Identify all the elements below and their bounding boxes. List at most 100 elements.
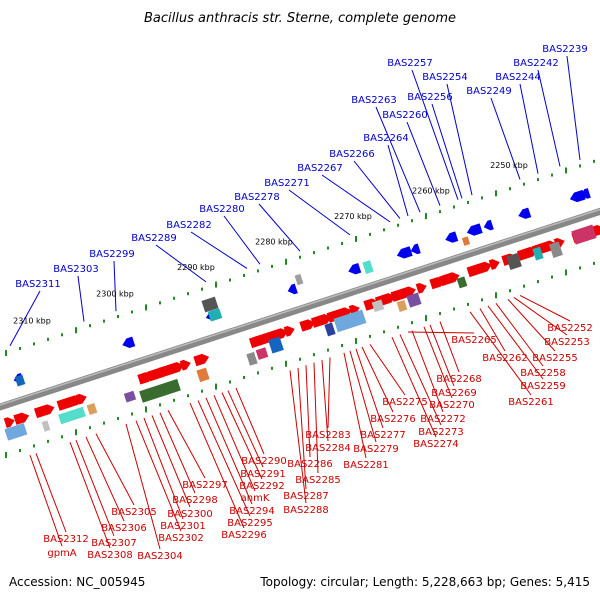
feature-block	[14, 374, 26, 387]
tick-mark-1	[355, 337, 357, 344]
bottom-connector-line	[189, 402, 245, 529]
gene-label-top: BAS2303	[53, 264, 99, 275]
tick-mark-1	[145, 406, 147, 413]
bottom-connector-line	[151, 415, 191, 508]
gene-label-bottom: BAS2259	[520, 381, 566, 392]
feature-block	[362, 260, 374, 274]
tick-mark-1	[327, 348, 329, 352]
feature-block	[255, 347, 269, 360]
top-connector-line	[321, 174, 391, 223]
tick-mark-0	[271, 264, 273, 268]
bottom-gene-arrow	[516, 246, 538, 261]
gene-label-top: BAS2263	[351, 95, 397, 106]
tick-mark-0	[341, 242, 343, 246]
top-connector-line	[431, 103, 463, 199]
gene-label-top: BAS2260	[382, 110, 428, 121]
feature-block	[123, 390, 137, 403]
tick-mark-0	[19, 346, 21, 350]
bottom-connector-line	[289, 370, 307, 504]
tick-mark-0	[285, 258, 287, 265]
tick-mark-0	[355, 235, 357, 242]
bottom-gene-arrow-shape	[516, 246, 538, 261]
tick-mark-1	[313, 353, 315, 357]
genome-backbone	[0, 207, 600, 411]
feature-block	[571, 224, 597, 245]
feature-block	[333, 309, 367, 333]
bottom-gene-arrow-shape	[310, 314, 332, 328]
bottom-connector-line	[391, 337, 437, 438]
gene-label-bottom: BAS2304	[137, 551, 183, 562]
bottom-connector-line	[227, 390, 264, 468]
bottom-gene-arrow-shape	[299, 319, 316, 332]
genome-title: Bacillus anthracis str. Sterne, complete…	[144, 11, 456, 26]
bottom-connector-line	[423, 326, 453, 399]
feature-block-fill	[406, 292, 422, 308]
kbp-marker: 2270 kbp	[334, 212, 372, 221]
bottom-gene-arrow-shape	[348, 304, 360, 316]
bottom-gene-arrow-shape	[179, 359, 191, 371]
feature-block	[139, 378, 181, 403]
bottom-gene-arrow	[348, 304, 360, 316]
feature-block-fill	[324, 322, 336, 337]
bottom-connector-line	[487, 305, 544, 380]
tick-mark-1	[61, 435, 63, 439]
top-connector-line	[223, 215, 261, 265]
tick-mark-1	[243, 375, 245, 379]
top-connector-line	[566, 55, 581, 160]
bottom-connector-line	[159, 412, 196, 494]
gene-label-bottom: BAS2300	[167, 509, 213, 520]
tick-mark-0	[509, 187, 511, 191]
gene-label-top: BAS2239	[542, 44, 588, 55]
kbp-marker: 2280 kbp	[255, 238, 293, 247]
accession-text: Accession: NC_005945	[9, 575, 145, 589]
bottom-connector-line	[407, 331, 475, 334]
bottom-connector-line	[135, 420, 182, 532]
tick-mark-0	[103, 319, 105, 323]
tick-mark-0	[425, 213, 427, 220]
feature-block-fill	[294, 273, 304, 286]
kbp-marker: 2260 kbp	[412, 186, 450, 195]
kbp-marker: 2300 kbp	[96, 290, 134, 299]
bottom-connector-line	[439, 321, 460, 373]
bottom-connector-line	[167, 409, 206, 479]
kbp-marker: 2250 kbp	[490, 161, 528, 170]
bottom-connector-line	[235, 387, 265, 455]
gene-label-top: BAS2257	[387, 58, 433, 69]
tick-mark-0	[369, 232, 371, 236]
tick-mark-1	[19, 448, 21, 452]
top-connector-line	[258, 203, 301, 252]
tick-mark-0	[117, 315, 119, 319]
top-gene-arrow	[287, 283, 298, 295]
bottom-gene-arrow-shape	[56, 395, 82, 411]
tick-mark-0	[131, 310, 133, 314]
feature-block-fill	[207, 308, 223, 322]
feature-block	[4, 422, 28, 441]
feature-block-fill	[268, 336, 284, 354]
tick-mark-0	[215, 281, 217, 288]
tick-mark-1	[75, 429, 77, 436]
tick-mark-0	[257, 269, 259, 273]
gene-label-bottom: BAS2302	[158, 533, 204, 544]
bottom-gene-arrow	[488, 259, 500, 270]
gene-label-bottom: BAS2307	[91, 538, 137, 549]
connector-layer	[9, 55, 581, 550]
feature-block-fill	[371, 299, 385, 313]
tick-mark-0	[565, 167, 567, 174]
gene-label-bottom: BAS2296	[221, 530, 267, 541]
gene-label-top: BAS2289	[131, 233, 177, 244]
top-connector-line	[387, 144, 409, 217]
gene-label-bottom: BAS2277	[360, 430, 406, 441]
gene-label-bottom: BAS2301	[160, 521, 206, 532]
tick-mark-1	[397, 325, 399, 329]
top-gene-arrow-shape	[518, 207, 532, 219]
feature-block	[268, 336, 284, 354]
feature-block-fill	[333, 309, 367, 333]
gene-label-bottom: BAS2291	[240, 469, 286, 480]
bottom-connector-line	[361, 346, 394, 413]
bottom-connector-line	[399, 334, 442, 426]
tick-mark-0	[495, 190, 497, 197]
feature-block-fill	[58, 406, 86, 425]
bottom-connector-line	[327, 357, 331, 429]
tick-mark-1	[201, 389, 203, 393]
